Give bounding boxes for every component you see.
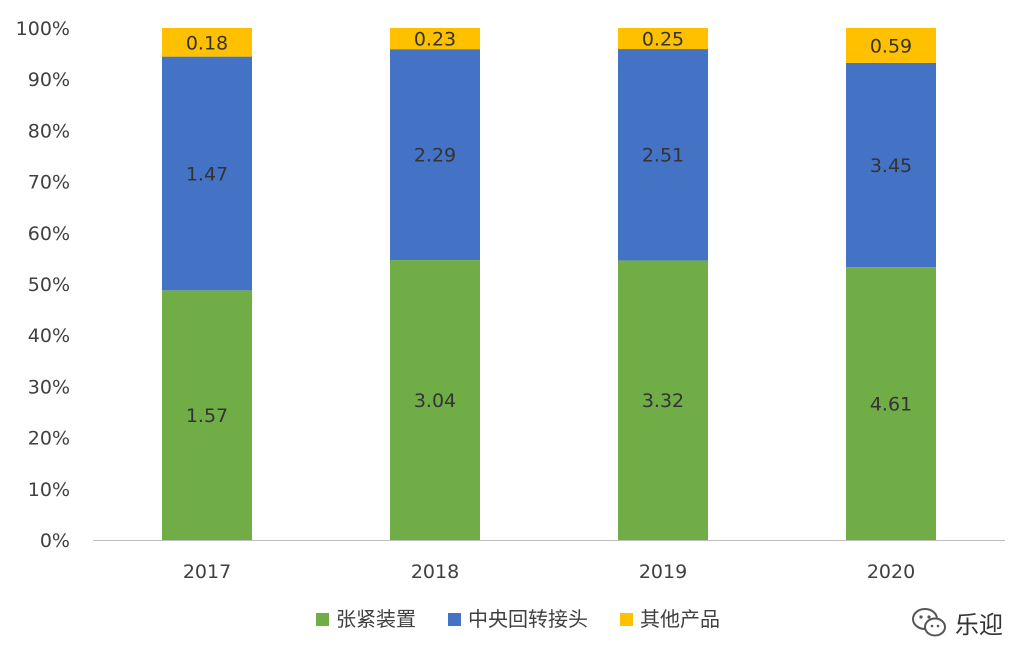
bar-segment bbox=[162, 56, 252, 291]
data-label: 4.61 bbox=[870, 394, 912, 416]
legend-label: 张紧装置 bbox=[336, 607, 416, 631]
legend: 张紧装置 中央回转接头 其他产品 bbox=[316, 607, 720, 631]
data-label: 0.59 bbox=[870, 35, 912, 57]
axis-layer: 0% 10% 20% 30% 40% 50% 60% 70% 80% 90% 100% 2017 201… bbox=[16, 18, 1005, 583]
legend-item: 中央回转接头 bbox=[448, 607, 588, 631]
legend-swatch bbox=[316, 613, 329, 626]
watermark-text: 乐迎 bbox=[955, 611, 1003, 639]
y-tick-label: 0% bbox=[40, 530, 70, 552]
y-tick-label: 20% bbox=[28, 428, 70, 450]
data-label: 3.45 bbox=[870, 155, 912, 177]
bar-segment bbox=[846, 28, 936, 63]
bars-layer bbox=[162, 28, 936, 540]
y-tick-label: 40% bbox=[28, 325, 70, 347]
bar-segment bbox=[162, 28, 252, 57]
x-tick-label: 2018 bbox=[411, 561, 459, 583]
data-label: 2.51 bbox=[642, 145, 684, 167]
bar-segment bbox=[618, 49, 708, 261]
data-label: 0.23 bbox=[414, 29, 456, 51]
watermark: 乐迎 bbox=[912, 608, 1003, 639]
legend-label: 其他产品 bbox=[640, 607, 720, 631]
y-tick-label: 100% bbox=[16, 18, 70, 40]
y-tick-label: 60% bbox=[28, 223, 70, 245]
legend-swatch bbox=[620, 613, 633, 626]
legend-swatch bbox=[448, 613, 461, 626]
data-labels-layer: 1.57 1.47 0.18 3.04 2.29 0.23 3.32 2.51 0.25 4.61… bbox=[186, 29, 912, 428]
x-tick-label: 2017 bbox=[183, 561, 231, 583]
data-label: 0.18 bbox=[186, 32, 228, 54]
y-tick-label: 80% bbox=[28, 120, 70, 142]
bar-segment bbox=[390, 260, 480, 540]
y-tick-label: 70% bbox=[28, 172, 70, 194]
wechat-icon bbox=[912, 608, 946, 637]
bar-segment bbox=[390, 49, 480, 261]
data-label: 0.25 bbox=[642, 29, 684, 51]
bar-segment bbox=[618, 28, 708, 50]
bar-segment bbox=[618, 260, 708, 540]
y-tick-label: 10% bbox=[28, 479, 70, 501]
data-label: 1.57 bbox=[186, 405, 228, 427]
x-tick-label: 2020 bbox=[867, 561, 915, 583]
legend-item: 其他产品 bbox=[620, 607, 720, 631]
y-tick-label: 30% bbox=[28, 376, 70, 398]
bar-segment bbox=[162, 290, 252, 540]
y-tick-label: 90% bbox=[28, 69, 70, 91]
data-label: 3.32 bbox=[642, 390, 684, 412]
bar-segment bbox=[846, 267, 936, 540]
x-tick-label: 2019 bbox=[639, 561, 687, 583]
data-label: 3.04 bbox=[414, 390, 456, 412]
bar-segment bbox=[390, 28, 480, 50]
data-label: 1.47 bbox=[186, 163, 228, 185]
y-tick-label: 50% bbox=[28, 274, 70, 296]
legend-item: 张紧装置 bbox=[316, 607, 416, 631]
data-label: 2.29 bbox=[414, 145, 456, 167]
bar-segment bbox=[846, 62, 936, 268]
legend-label: 中央回转接头 bbox=[468, 607, 588, 631]
